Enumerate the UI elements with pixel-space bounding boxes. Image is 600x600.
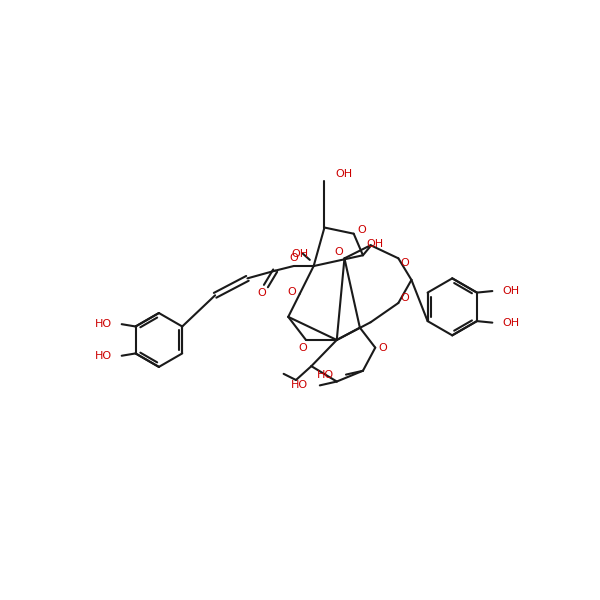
Text: OH: OH (291, 249, 308, 259)
Text: O: O (357, 225, 366, 235)
Text: O: O (257, 288, 266, 298)
Text: O: O (400, 258, 409, 268)
Text: OH: OH (502, 317, 520, 328)
Text: OH: OH (335, 169, 352, 179)
Text: O: O (299, 343, 307, 353)
Text: HO: HO (317, 370, 334, 380)
Text: O: O (400, 293, 409, 304)
Text: HO: HO (290, 380, 308, 391)
Text: O: O (289, 253, 298, 263)
Text: HO: HO (95, 319, 112, 329)
Text: O: O (288, 287, 296, 297)
Text: O: O (379, 343, 388, 353)
Text: O: O (334, 247, 343, 257)
Text: OH: OH (502, 286, 520, 296)
Text: HO: HO (95, 351, 112, 361)
Text: OH: OH (367, 239, 384, 250)
